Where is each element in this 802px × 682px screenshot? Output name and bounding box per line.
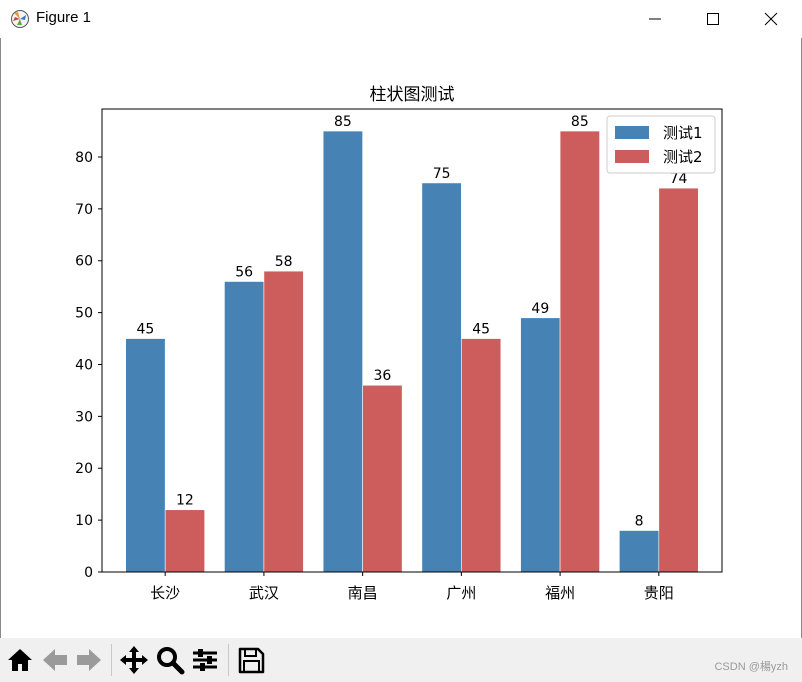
pan-icon — [120, 646, 148, 674]
zoom-icon — [157, 647, 185, 675]
bar-value-label: 85 — [571, 114, 589, 130]
close-icon — [764, 12, 778, 26]
bar — [421, 182, 462, 573]
bar — [322, 130, 363, 573]
axes-frame — [101, 108, 723, 573]
bar — [362, 384, 403, 573]
bar — [559, 130, 600, 573]
data-label-layer: 45 56 85 75 49 8 12 58 36 45 85 74 — [137, 114, 688, 529]
x-axis: 长沙 武汉 南昌 广州 福州 贵阳 — [150, 572, 674, 602]
zoom-button[interactable] — [155, 645, 185, 675]
bar-value-label: 49 — [531, 301, 549, 317]
bar-value-label: 58 — [275, 254, 293, 270]
bar-value-label: 85 — [334, 114, 352, 130]
back-icon — [43, 649, 67, 671]
x-tick-label: 福州 — [545, 584, 575, 602]
legend-swatch — [615, 150, 649, 163]
x-tick-label: 广州 — [446, 584, 476, 602]
y-tick-label: 50 — [75, 306, 93, 322]
bar-value-label: 56 — [235, 264, 253, 280]
save-icon — [238, 647, 265, 674]
toolbar-separator — [228, 644, 229, 676]
x-tick-label: 南昌 — [348, 584, 378, 602]
bar — [263, 270, 304, 573]
legend-label: 测试2 — [663, 148, 703, 166]
bar-value-label: 8 — [635, 513, 644, 529]
bar-value-label: 74 — [670, 171, 688, 187]
minimize-icon — [649, 18, 661, 20]
bar — [224, 281, 265, 573]
close-button[interactable] — [742, 0, 800, 38]
x-tick-label: 贵阳 — [644, 584, 674, 602]
bar-chart: 45 56 85 75 49 8 12 58 36 45 85 74 0 10 20 30 40 50 60 70 8… — [75, 85, 723, 602]
bar — [461, 338, 502, 573]
title-bar: Figure 1 — [0, 0, 802, 38]
watermark: CSDN @楊yzh — [714, 661, 788, 673]
bar-value-label: 36 — [373, 368, 391, 384]
save-button[interactable] — [236, 645, 266, 675]
forward-icon — [77, 649, 101, 671]
y-tick-label: 80 — [75, 150, 93, 166]
y-axis: 0 10 20 30 40 50 60 70 80 — [75, 150, 102, 581]
bar-layer — [125, 130, 699, 573]
forward-button[interactable] — [74, 645, 104, 675]
matplotlib-logo-icon — [10, 9, 30, 29]
configure-subplots-icon — [193, 649, 217, 671]
back-button[interactable] — [40, 645, 70, 675]
home-icon — [8, 649, 32, 671]
y-tick-label: 10 — [75, 513, 93, 529]
bar — [125, 338, 166, 573]
maximize-icon — [707, 13, 719, 25]
bar-value-label: 75 — [433, 166, 451, 182]
minimize-button[interactable] — [626, 0, 684, 38]
pan-button[interactable] — [119, 645, 149, 675]
maximize-button[interactable] — [684, 0, 742, 38]
configure-subplots-button[interactable] — [190, 645, 220, 675]
y-tick-label: 70 — [75, 202, 93, 218]
toolbar-separator — [111, 644, 112, 676]
navigation-toolbar: CSDN @楊yzh — [0, 638, 802, 682]
y-tick-label: 40 — [75, 357, 93, 373]
y-tick-label: 20 — [75, 461, 93, 477]
legend-swatch — [615, 126, 649, 139]
y-tick-label: 60 — [75, 254, 93, 270]
y-tick-label: 0 — [84, 565, 93, 581]
bar — [164, 509, 205, 573]
bar-value-label: 45 — [472, 322, 490, 338]
bar — [619, 530, 660, 573]
window-title: Figure 1 — [36, 9, 92, 26]
y-tick-label: 30 — [75, 409, 93, 425]
bar-value-label: 45 — [137, 322, 155, 338]
chart-title: 柱状图测试 — [370, 85, 455, 105]
x-tick-label: 武汉 — [249, 584, 279, 602]
home-button[interactable] — [5, 645, 35, 675]
bar-value-label: 12 — [176, 493, 194, 509]
legend-label: 测试1 — [663, 124, 703, 142]
bar — [520, 317, 561, 573]
bar — [658, 187, 699, 573]
x-tick-label: 长沙 — [150, 584, 180, 602]
